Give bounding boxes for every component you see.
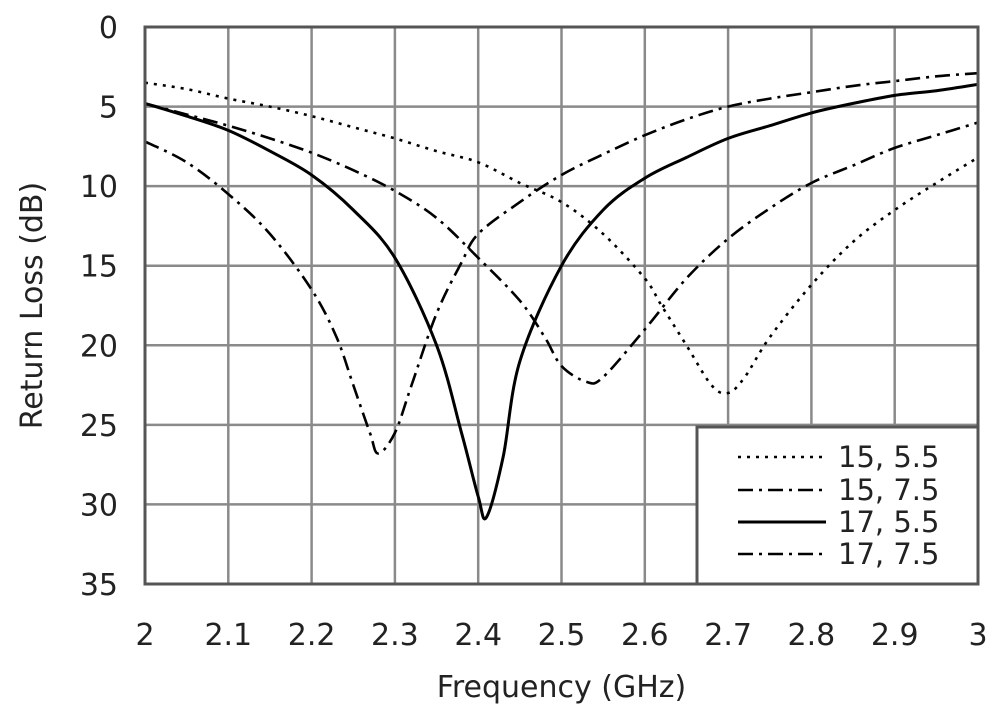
legend-box bbox=[695, 425, 980, 586]
y-tick-label: 25 bbox=[80, 409, 118, 444]
legend-label: 17, 5.5 bbox=[838, 505, 939, 539]
x-tick-label: 2.6 bbox=[621, 618, 669, 653]
y-tick-label: 5 bbox=[99, 91, 118, 126]
y-tick-label: 15 bbox=[80, 250, 118, 285]
legend-label: 15, 7.5 bbox=[838, 473, 939, 507]
x-tick-label: 2.7 bbox=[704, 618, 752, 653]
x-tick-label: 3 bbox=[968, 618, 987, 653]
series-line-2 bbox=[144, 102, 979, 385]
x-tick-label: 2.2 bbox=[288, 618, 336, 653]
y-tick-labels: 0 5 10 15 20 25 30 35 bbox=[80, 11, 118, 603]
x-tick-label: 2.1 bbox=[204, 618, 252, 653]
x-tick-label: 2.4 bbox=[454, 618, 502, 653]
y-tick-label: 0 bbox=[99, 11, 118, 46]
x-tick-label: 2.9 bbox=[871, 618, 919, 653]
x-tick-label: 2.8 bbox=[788, 618, 836, 653]
y-axis-title: Return Loss (dB) bbox=[15, 182, 50, 429]
y-tick-label: 35 bbox=[80, 568, 118, 603]
x-tick-label: 2.5 bbox=[538, 618, 586, 653]
legend: 15, 5.515, 7.517, 5.517, 7.5 bbox=[695, 425, 980, 586]
x-axis-title: Frequency (GHz) bbox=[437, 670, 686, 705]
x-tick-label: 2 bbox=[135, 618, 154, 653]
y-tick-label: 20 bbox=[80, 329, 118, 364]
series-line-1 bbox=[144, 81, 979, 395]
series-layer bbox=[144, 71, 979, 521]
y-tick-label: 10 bbox=[80, 170, 118, 205]
legend-label: 17, 7.5 bbox=[838, 537, 939, 571]
x-tick-labels: 2 2.1 2.2 2.3 2.4 2.5 2.6 2.7 2.8 2.9 3 bbox=[135, 618, 987, 653]
series-line-3 bbox=[144, 82, 979, 521]
y-tick-label: 30 bbox=[80, 488, 118, 523]
plot-frame bbox=[143, 25, 980, 586]
x-tick-label: 2.3 bbox=[371, 618, 419, 653]
legend-label: 15, 5.5 bbox=[838, 440, 939, 474]
